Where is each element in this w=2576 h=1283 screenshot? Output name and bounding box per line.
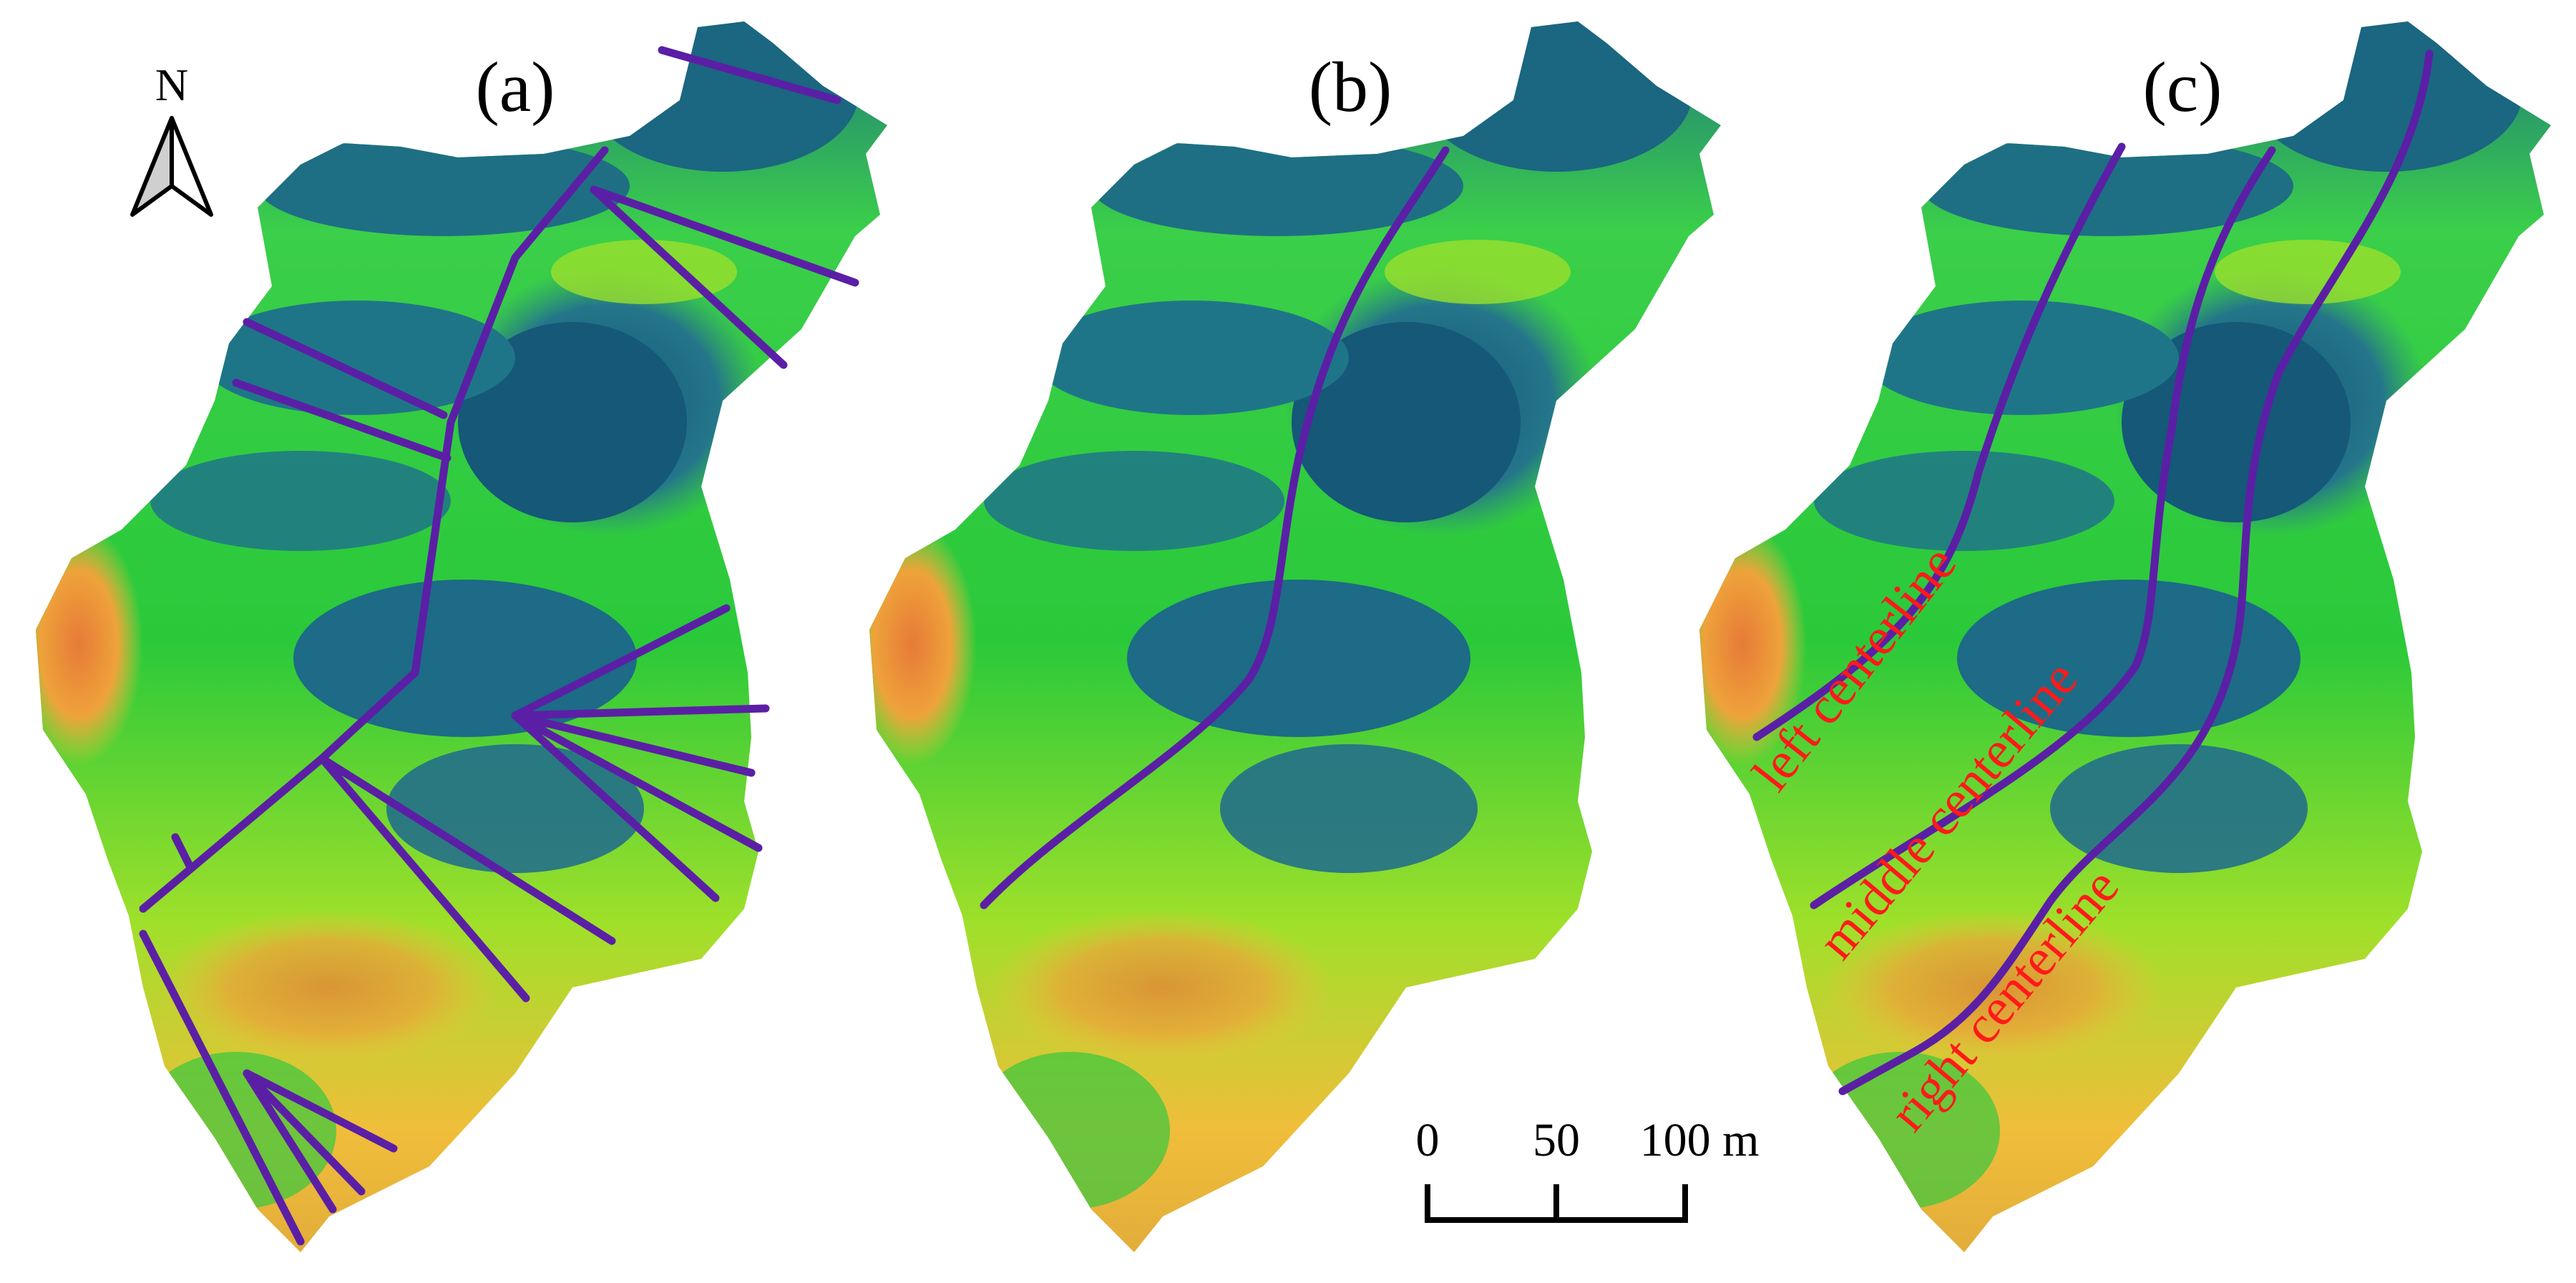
scale-tick-100: 100 m: [1640, 1114, 1760, 1166]
scale-bar-line: [1425, 1184, 1688, 1223]
transect-routes-b: [980, 146, 1450, 909]
map-panel-b: (b): [869, 21, 1721, 1252]
panel-label-a: (a): [476, 47, 555, 127]
scale-tick-0: 0: [1416, 1114, 1440, 1166]
transect-routes-a: [139, 46, 859, 1246]
middle-centerline-route: [1810, 146, 2276, 909]
north-arrow: N: [130, 59, 213, 217]
elevation-map-c: [1699, 21, 2551, 1252]
left-centerline-route: [1752, 142, 2126, 741]
scale-tick-50: 50: [1533, 1114, 1580, 1166]
map-panel-c: (c) left centerline middle centerline ri…: [1699, 21, 2551, 1252]
north-label: N: [155, 59, 188, 110]
panel-label-b: (b): [1309, 47, 1392, 127]
elevation-map-b: [869, 21, 1721, 1252]
right-centerline-route: [1838, 49, 2434, 1096]
north-arrow-icon: [130, 116, 213, 217]
panel-label-c: (c): [2143, 47, 2223, 127]
scale-bar: 0 50 100 m: [1416, 1114, 1760, 1223]
transect-routes-c: [1752, 49, 2434, 1096]
